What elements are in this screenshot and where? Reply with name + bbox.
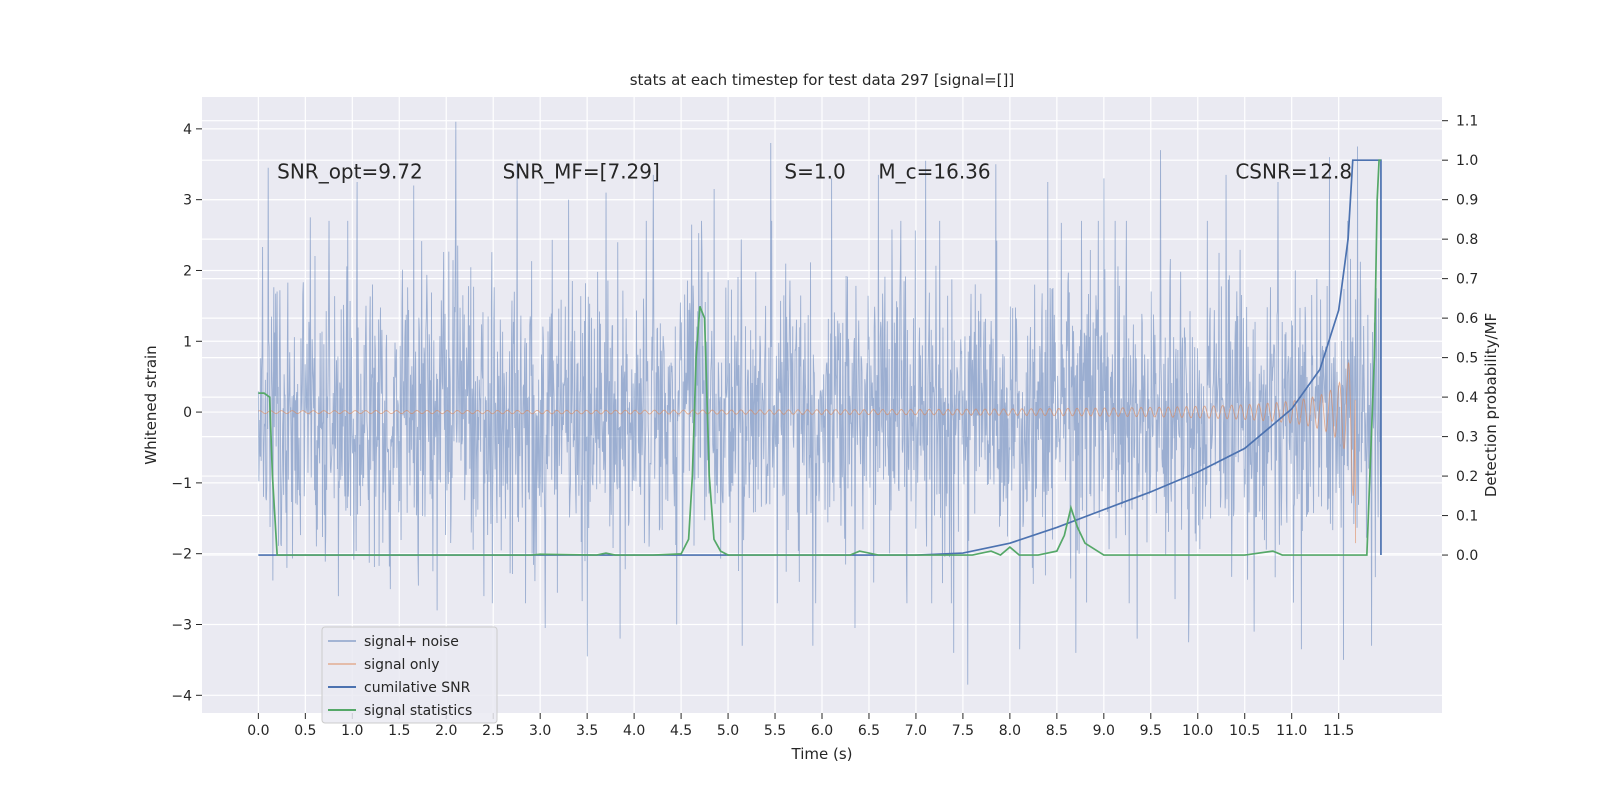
y-left-tick-label: 1 — [183, 334, 192, 350]
x-tick-label: 4.0 — [623, 723, 645, 739]
x-tick-label: 7.0 — [905, 723, 927, 739]
x-axis-label: Time (s) — [791, 745, 853, 763]
x-tick-label: 2.5 — [482, 723, 504, 739]
x-tick-label: 11.5 — [1323, 723, 1354, 739]
y-left-tick-label: −4 — [171, 688, 192, 704]
y-left-tick-label: −2 — [171, 547, 192, 563]
legend-label-3: cumilative SNR — [364, 680, 471, 696]
y-left-tick-label: 2 — [183, 263, 192, 279]
x-tick-label: 2.0 — [435, 723, 457, 739]
legend-label-1: signal+ noise — [364, 634, 459, 650]
series-line-3 — [258, 159, 1382, 556]
y-axis-left-label: Whitened strain — [142, 345, 160, 464]
annotation-3: S=1.0 — [784, 159, 845, 183]
x-tick-label: 8.5 — [1046, 723, 1068, 739]
legend-label-4: signal statistics — [364, 703, 472, 719]
x-tick-label: 5.5 — [764, 723, 786, 739]
x-tick-label: 0.5 — [294, 723, 316, 739]
annotation-2: SNR_MF=[7.29] — [503, 159, 660, 183]
annotations: SNR_opt=9.72 SNR_MF=[7.29] S=1.0 M_c=16.36 C… — [277, 159, 1352, 183]
legend-label-2: signal only — [364, 657, 439, 673]
y-axis-right-label: Detection probability/MF — [1482, 313, 1500, 497]
x-tick-label: 9.5 — [1140, 723, 1162, 739]
y-right-tick-label: 0.9 — [1456, 193, 1478, 209]
x-tick-label: 10.0 — [1182, 723, 1213, 739]
x-tick-label: 3.0 — [529, 723, 551, 739]
x-tick-label: 8.0 — [999, 723, 1021, 739]
y-right-tick-label: 0.8 — [1456, 232, 1478, 248]
x-tick-label: 6.0 — [811, 723, 833, 739]
y-left-tick-label: −1 — [171, 476, 192, 492]
y-right-tick-label: 0.5 — [1456, 351, 1478, 367]
annotation-4: M_c=16.36 — [878, 159, 990, 183]
grid-lines — [202, 97, 1442, 713]
y-right-tick-label: 0.4 — [1456, 390, 1478, 406]
series-line-2 — [258, 362, 1357, 544]
y-right-tick-label: 0.0 — [1456, 548, 1478, 564]
y-right-tick-label: 0.3 — [1456, 430, 1478, 446]
x-tick-label: 10.5 — [1229, 723, 1260, 739]
axes: 0.0 0.5 1.0 1.5 2.0 2.5 3.0 3.5 4.0 4.5 5.0 5.5 6.0 6… — [171, 114, 1478, 739]
x-tick-label: 1.0 — [341, 723, 363, 739]
series-line-4 — [258, 159, 1381, 557]
annotation-1: SNR_opt=9.72 — [277, 159, 423, 183]
y-left-tick-label: 4 — [183, 122, 192, 138]
y-left-tick-label: 0 — [183, 405, 192, 421]
y-right-tick-label: 1.1 — [1456, 114, 1478, 130]
x-tick-label: 4.5 — [670, 723, 692, 739]
x-tick-label: 5.0 — [717, 723, 739, 739]
x-tick-label: 1.5 — [388, 723, 410, 739]
chart-title: stats at each timestep for test data 297… — [630, 71, 1015, 89]
x-tick-label: 7.5 — [952, 723, 974, 739]
x-tick-label: 6.5 — [858, 723, 880, 739]
legend: signal+ noise signal only cumilative SNR si… — [321, 626, 498, 724]
x-tick-label: 11.0 — [1276, 723, 1307, 739]
legend-box — [321, 626, 498, 724]
series-layer — [257, 121, 1382, 685]
x-tick-label: 3.5 — [576, 723, 598, 739]
series-line-1 — [257, 121, 1382, 685]
annotation-5: CSNR=12.8 — [1235, 159, 1352, 183]
y-right-tick-label: 0.6 — [1456, 311, 1478, 327]
y-left-tick-label: 3 — [183, 193, 192, 209]
y-left-tick-label: −3 — [171, 617, 192, 633]
y-right-tick-label: 0.1 — [1456, 509, 1478, 525]
x-tick-label: 0.0 — [247, 723, 269, 739]
y-right-tick-label: 0.2 — [1456, 469, 1478, 485]
y-right-tick-label: 1.0 — [1456, 153, 1478, 169]
x-tick-label: 9.0 — [1093, 723, 1115, 739]
y-right-tick-label: 0.7 — [1456, 272, 1478, 288]
